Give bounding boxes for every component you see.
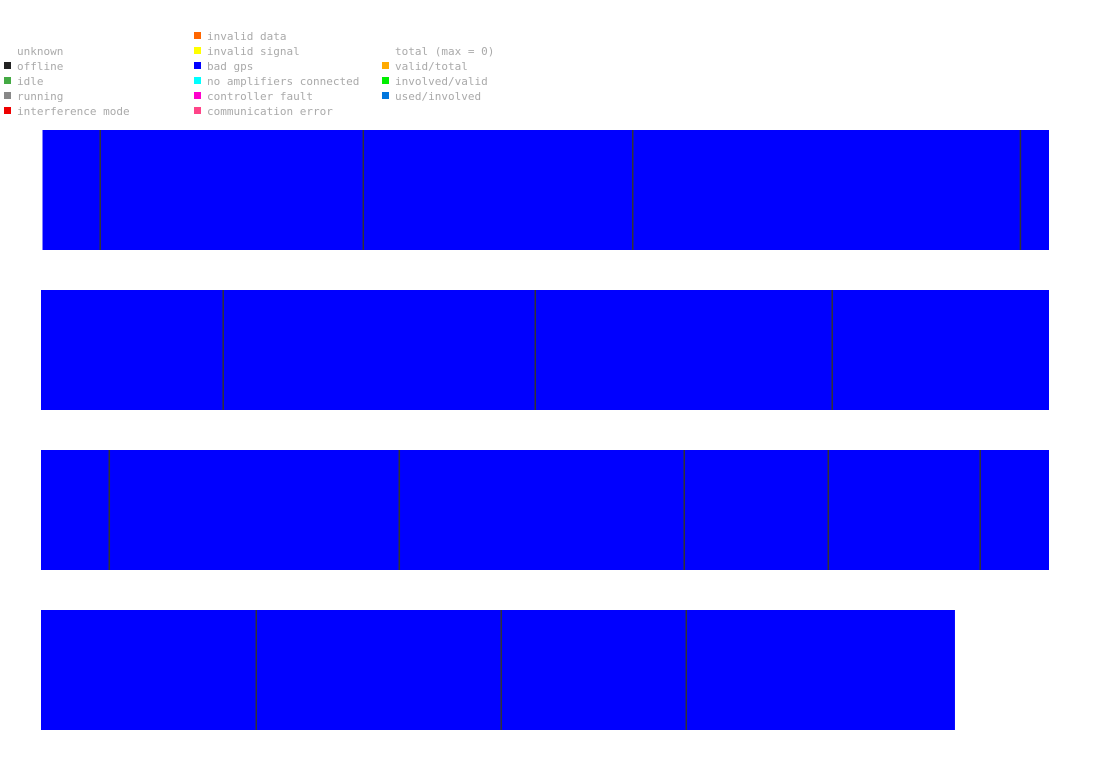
legend-item: valid/total [382, 60, 468, 73]
timeline-bar [42, 130, 1049, 250]
legend-label: total (max = 0) [395, 45, 495, 58]
legend-label: offline [17, 60, 64, 73]
legend-swatch [382, 62, 389, 69]
legend-swatch [4, 62, 11, 69]
legend-label: used/involved [395, 90, 482, 103]
legend-label: bad gps [207, 60, 254, 73]
timeline-divider [362, 130, 365, 250]
legend-swatch [194, 92, 201, 99]
timeline-row [41, 290, 1049, 410]
legend-label: invalid data [207, 30, 287, 43]
timeline-divider [222, 290, 224, 410]
timeline-divider [979, 450, 981, 570]
legend-item: invalid signal [194, 45, 300, 58]
legend-item: involved/valid [382, 75, 488, 88]
timeline-divider [500, 610, 502, 730]
timeline-bar [41, 610, 955, 730]
timeline-divider [831, 290, 833, 410]
legend-item: idle [4, 75, 44, 88]
timeline-divider [255, 610, 258, 730]
legend-item: invalid data [194, 30, 286, 43]
legend-label: involved/valid [395, 75, 488, 88]
timeline-divider [108, 450, 111, 570]
timeline-divider [683, 450, 686, 570]
legend-item: unknown [4, 45, 63, 58]
legend-swatch [194, 62, 201, 69]
legend-item: interference mode [4, 105, 130, 118]
timeline-bar [41, 290, 1049, 410]
legend-label: running [17, 90, 64, 103]
legend-item: communication error [194, 105, 333, 118]
legend-swatch [4, 77, 11, 84]
legend-item: running [4, 90, 63, 103]
legend-item: no amplifiers connected [194, 75, 359, 88]
legend-item: offline [4, 60, 63, 73]
timeline-bar [41, 450, 1049, 570]
legend-swatch [4, 107, 11, 114]
timeline-divider [99, 130, 101, 250]
legend-label: controller fault [207, 90, 313, 103]
legend-label: invalid signal [207, 45, 300, 58]
legend-item: controller fault [194, 90, 313, 103]
legend-label: unknown [17, 45, 64, 58]
timeline-divider [631, 130, 634, 250]
timeline-divider [685, 610, 688, 730]
timeline-divider [1019, 130, 1022, 250]
legend-swatch [382, 77, 389, 84]
timeline-row [41, 610, 955, 730]
legend-swatch [194, 107, 201, 114]
legend-swatch [194, 77, 201, 84]
legend-swatch [194, 32, 201, 39]
legend-label: interference mode [17, 105, 130, 118]
timeline-divider [827, 450, 830, 570]
legend-label: idle [17, 75, 44, 88]
legend-label: communication error [207, 105, 333, 118]
legend-swatch [382, 92, 389, 99]
timeline-row [42, 130, 1049, 250]
legend-swatch [4, 92, 11, 99]
timeline-divider [398, 450, 401, 570]
timeline-divider [534, 290, 537, 410]
legend-label: valid/total [395, 60, 468, 73]
legend-swatch [194, 47, 201, 54]
legend-item: used/involved [382, 90, 481, 103]
legend-item: bad gps [194, 60, 253, 73]
timeline-row [41, 450, 1049, 570]
legend-label: no amplifiers connected [207, 75, 360, 88]
legend-item: total (max = 0) [382, 45, 494, 58]
